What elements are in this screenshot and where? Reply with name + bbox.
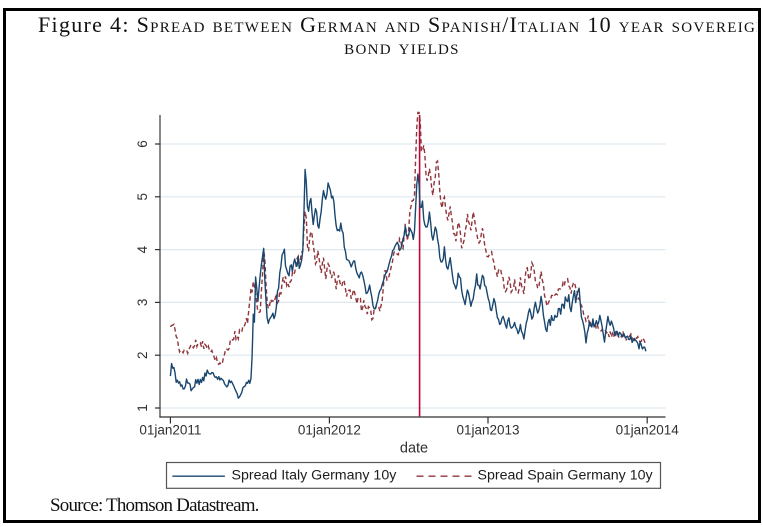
- svg-text:01jan2012: 01jan2012: [298, 423, 361, 438]
- svg-text:date: date: [400, 441, 428, 457]
- svg-text:01jan2013: 01jan2013: [456, 423, 519, 438]
- svg-text:1: 1: [135, 404, 150, 412]
- svg-text:Spread Spain Germany 10y: Spread Spain Germany 10y: [478, 468, 654, 484]
- svg-text:6: 6: [135, 140, 150, 148]
- svg-text:3: 3: [135, 299, 150, 307]
- svg-text:5: 5: [135, 193, 150, 201]
- svg-text:01jan2011: 01jan2011: [139, 423, 201, 438]
- svg-text:Spread Italy Germany 10y: Spread Italy Germany 10y: [232, 468, 398, 484]
- svg-text:2: 2: [135, 351, 150, 359]
- svg-text:01jan2014: 01jan2014: [616, 423, 680, 438]
- svg-text:4: 4: [135, 245, 150, 253]
